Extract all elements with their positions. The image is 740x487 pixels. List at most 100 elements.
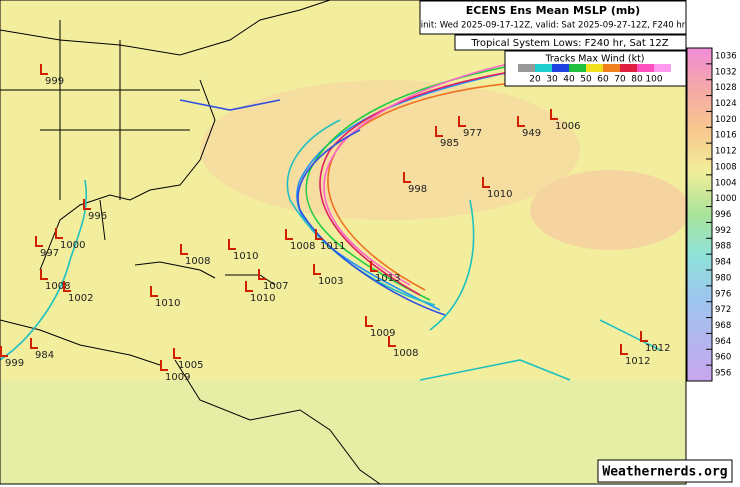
wind-swatch (569, 64, 586, 72)
low-label: 996 (88, 211, 107, 222)
low-marker (435, 126, 443, 137)
low-marker (83, 199, 91, 210)
title: ECENS Ens Mean MSLP (mb) (466, 4, 640, 17)
low-label: 1009 (165, 372, 190, 383)
low-label: 977 (463, 128, 482, 139)
wind-swatch (603, 64, 620, 72)
scale-label: 980 (715, 273, 731, 283)
low-label: 999 (45, 76, 64, 87)
low-label: 1010 (155, 298, 180, 309)
low-marker (55, 228, 63, 239)
scale-label: 972 (715, 305, 731, 315)
map-frame (0, 0, 687, 485)
scale-label: 956 (715, 369, 731, 379)
low-marker (35, 236, 43, 247)
scale-label: 1020 (715, 115, 737, 125)
low-marker (180, 244, 188, 255)
scale-label: 1016 (715, 131, 737, 141)
watermark-box (597, 459, 733, 483)
low-marker (150, 286, 158, 297)
low-marker (620, 344, 628, 355)
scale-label: 1028 (715, 83, 737, 93)
low-label: 1002 (68, 293, 93, 304)
wind-label: 60 (597, 75, 609, 85)
low-marker (315, 229, 323, 240)
low-marker (458, 116, 466, 127)
wind-label: 30 (546, 75, 558, 85)
wind-label: 20 (529, 75, 541, 85)
wind-swatch (620, 64, 637, 72)
wind-legend: Tracks Max Wind (kt) 20 30 40 50 60 70 80 100 (504, 50, 687, 87)
low-marker (245, 281, 253, 292)
low-marker (640, 331, 648, 342)
low-label: 1006 (555, 121, 580, 132)
low-label: 999 (5, 358, 24, 369)
wind-swatch (552, 64, 569, 72)
wind-swatch (586, 64, 603, 72)
low-label: 1005 (178, 360, 203, 371)
low-label: 1010 (487, 189, 512, 200)
low-label: 1008 (393, 348, 418, 359)
wind-swatch (654, 64, 671, 72)
watermark: Weathernerds.org (602, 465, 727, 480)
low-label: 1008 (45, 281, 70, 292)
low-label: 1012 (625, 356, 650, 367)
low-marker (285, 229, 293, 240)
low-marker (40, 269, 48, 280)
low-marker (63, 281, 71, 292)
low-marker (370, 261, 378, 272)
scale-label: 1008 (715, 162, 737, 172)
low-label: 985 (440, 138, 459, 149)
low-marker (160, 360, 168, 371)
low-label: 1009 (370, 328, 395, 339)
low-label: 1010 (233, 251, 258, 262)
scale-label: 976 (715, 289, 731, 299)
low-label: 1012 (645, 343, 670, 354)
scale-label: 964 (715, 337, 731, 347)
low-label: 1013 (375, 273, 400, 284)
low-label: 1000 (60, 240, 85, 251)
low-label: 998 (408, 184, 427, 195)
low-marker (550, 109, 558, 120)
subtitle-box (454, 34, 687, 51)
scale-label: 1024 (715, 99, 737, 109)
low-marker (40, 64, 48, 75)
wind-label: 40 (563, 75, 575, 85)
wind-label: 50 (580, 75, 592, 85)
low-marker (482, 177, 490, 188)
low-marker (30, 338, 38, 349)
wind-label: 80 (631, 75, 643, 85)
low-marker (403, 172, 411, 183)
scale-label: 1000 (715, 194, 737, 204)
low-marker (173, 348, 181, 359)
scale-label: 1004 (715, 178, 737, 188)
scale-label: 968 (715, 321, 731, 331)
scale-label: 988 (715, 242, 731, 252)
low-label: 984 (35, 350, 54, 361)
scale-label: 960 (715, 353, 731, 363)
scale-label: 1012 (715, 147, 737, 157)
wind-swatch (637, 64, 654, 72)
pressure-scale: 1036 1032 1028 1024 1020 1016 1012 1008 1004 1000… (686, 47, 737, 382)
low-marker (517, 116, 525, 127)
subtitle: Tropical System Lows: F240 hr, Sat 12Z (470, 38, 668, 49)
low-marker (365, 316, 373, 327)
scale-label: 1032 (715, 67, 737, 77)
low-marker (228, 239, 236, 250)
low-label: 1011 (320, 241, 345, 252)
scale-label: 984 (715, 258, 731, 268)
low-label: 1007 (263, 281, 288, 292)
title-box: ECENS Ens Mean MSLP (mb) init: Wed 2025-… (419, 0, 687, 35)
wind-swatch (518, 64, 535, 72)
low-marker (0, 346, 8, 357)
low-marker (388, 336, 396, 347)
tracks (0, 54, 661, 381)
low-label: 1008 (185, 256, 210, 267)
low-label: 1008 (290, 241, 315, 252)
low-marker (258, 269, 266, 280)
low-label: 1010 (250, 293, 275, 304)
low-marker (313, 264, 321, 275)
low-label: 1003 (318, 276, 343, 287)
wind-label: 70 (614, 75, 626, 85)
